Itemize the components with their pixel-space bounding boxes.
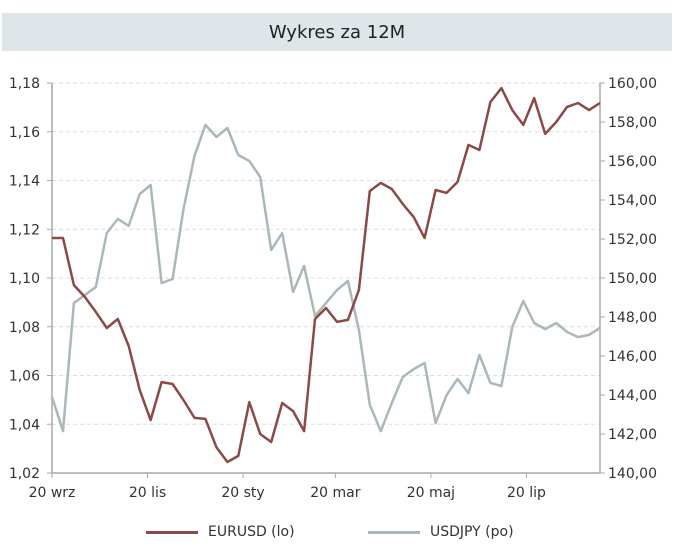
legend-swatch [146, 530, 198, 534]
left-tick-label: 1,14 [9, 174, 40, 190]
legend-label: USDJPY (po) [430, 524, 514, 540]
right-tick-label: 146,00 [608, 349, 657, 365]
legend-item-usdjpy: USDJPY (po) [368, 524, 514, 540]
series-line-usdjpy [50, 123, 601, 433]
x-tick-label: 20 mar [310, 485, 360, 501]
right-tick-label: 156,00 [608, 154, 657, 170]
right-tick-label: 160,00 [608, 76, 657, 92]
x-tick-label: 20 maj [407, 485, 455, 501]
legend-swatch [368, 530, 420, 534]
left-tick-label: 1,02 [9, 466, 40, 482]
right-tick-label: 158,00 [608, 115, 657, 131]
right-tick-label: 140,00 [608, 466, 657, 482]
right-tick-label: 152,00 [608, 232, 657, 248]
left-tick-label: 1,08 [9, 320, 40, 336]
right-tick-label: 142,00 [608, 427, 657, 443]
left-tick-label: 1,12 [9, 222, 40, 238]
right-tick-label: 144,00 [608, 388, 657, 404]
series-line-eurusd [52, 86, 601, 464]
left-tick-label: 1,10 [9, 271, 40, 287]
left-tick-label: 1,16 [9, 125, 40, 141]
left-tick-label: 1,06 [9, 369, 40, 385]
legend-item-eurusd: EURUSD (lo) [146, 524, 295, 540]
x-tick-label: 20 sty [221, 485, 264, 501]
left-tick-label: 1,18 [9, 76, 40, 92]
x-tick-label: 20 lip [507, 485, 546, 501]
chart-title: Wykres za 12M [2, 13, 672, 51]
right-tick-label: 148,00 [608, 310, 657, 326]
right-tick-label: 150,00 [608, 271, 657, 287]
x-tick-label: 20 wrz [29, 485, 76, 501]
legend-label: EURUSD (lo) [208, 524, 295, 540]
legend: EURUSD (lo) USDJPY (po) [0, 524, 675, 548]
x-tick-label: 20 lis [129, 485, 166, 501]
right-tick-label: 154,00 [608, 193, 657, 209]
left-tick-label: 1,04 [9, 417, 40, 433]
